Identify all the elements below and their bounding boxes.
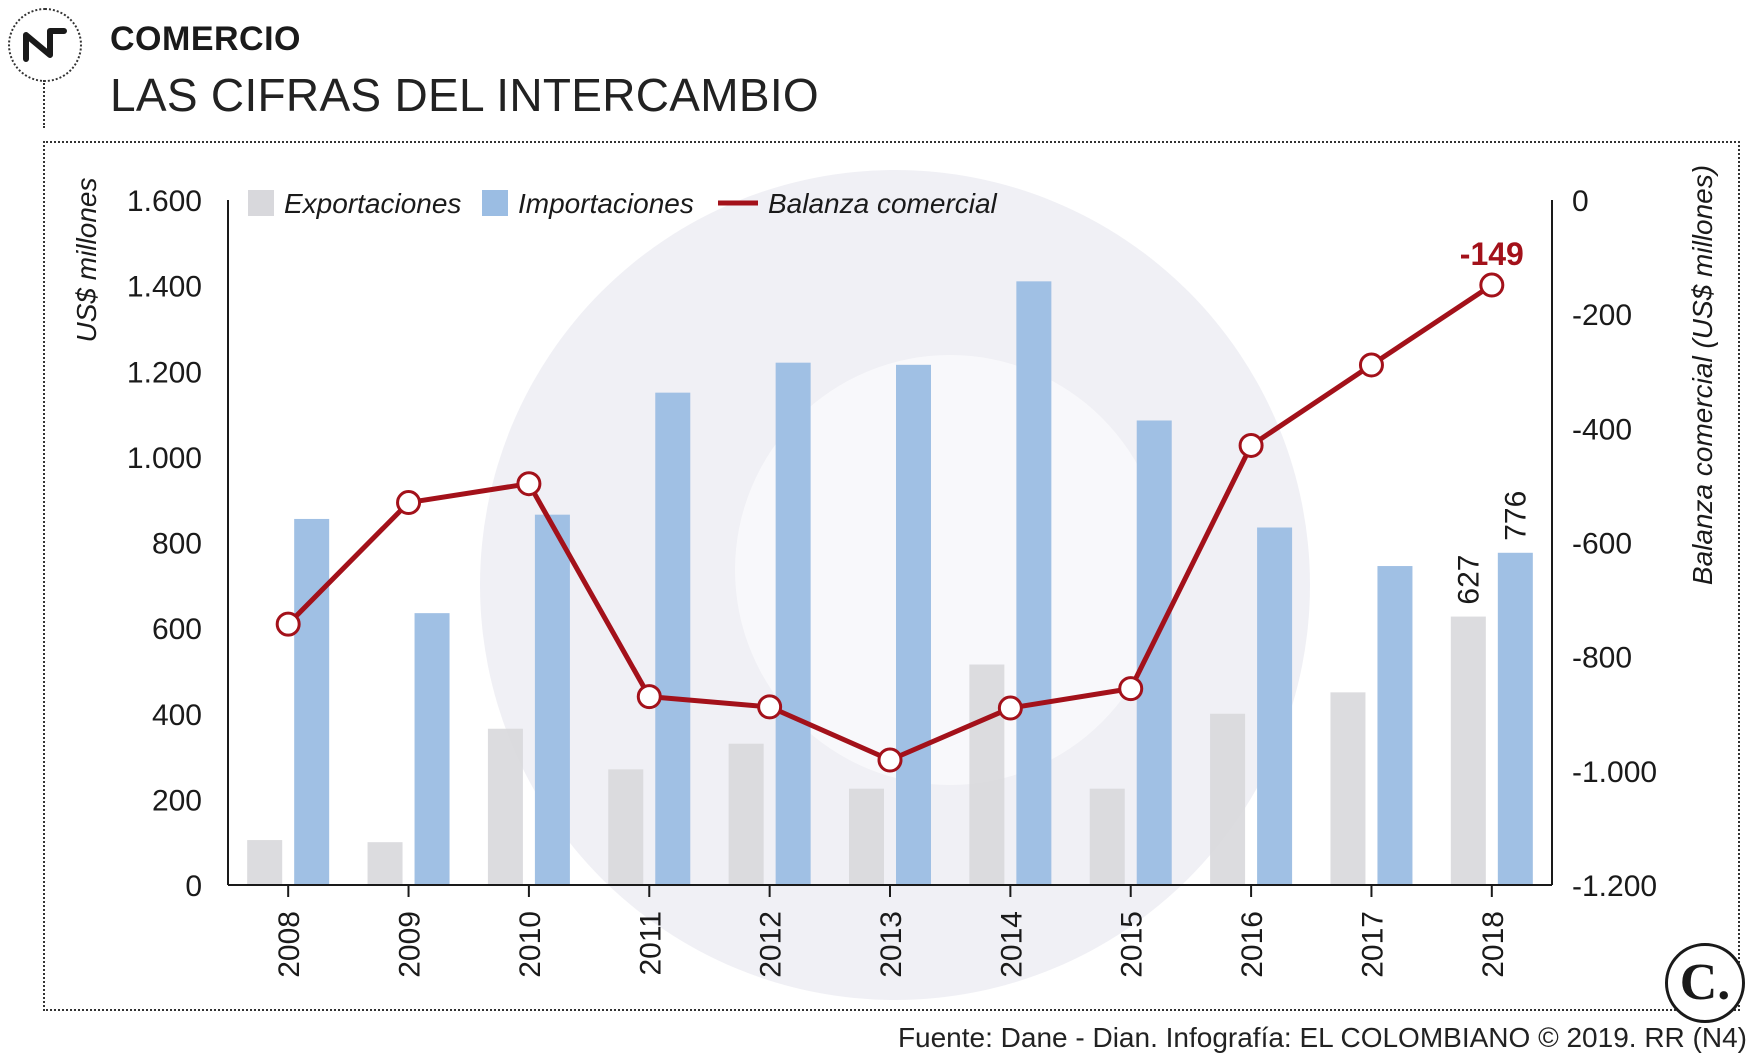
export-bar [487, 728, 523, 885]
import-bar [294, 518, 330, 885]
el-colombiano-logo-icon: C. [1665, 943, 1745, 1023]
x-tick-label: 2008 [273, 911, 306, 978]
y2-tick-label: -400 [1572, 413, 1632, 446]
balance-point [1118, 676, 1144, 702]
import-bar [775, 362, 811, 885]
y2-tick-label: -800 [1572, 642, 1632, 675]
x-tick-label: 2014 [995, 911, 1028, 978]
balance-point [1358, 352, 1384, 378]
export-bar [1089, 788, 1125, 885]
frame-connector [43, 80, 45, 128]
y-tick-label: 800 [152, 528, 202, 561]
balance-point [757, 694, 783, 720]
export-bar [1330, 692, 1366, 885]
y2-tick-label: -600 [1572, 528, 1632, 561]
import-bar [655, 392, 691, 885]
y-tick-label: 0 [185, 870, 202, 903]
import-bar [1377, 566, 1413, 885]
x-tick-label: 2009 [394, 911, 427, 978]
x-tick-label: 2010 [514, 911, 547, 978]
y-tick-label: 1.000 [127, 442, 202, 475]
balance-point [516, 471, 542, 497]
watermark-logo-icon [480, 170, 1310, 1000]
y2-tick-label: -1.200 [1572, 870, 1657, 903]
y-tick-label: 1.400 [127, 271, 202, 304]
y2-tick-label: 0 [1572, 185, 1589, 218]
export-bar [728, 743, 764, 885]
import-bar [534, 514, 570, 885]
import-value-label: 776 [1499, 491, 1532, 541]
import-bar [896, 364, 931, 885]
chart-frame [43, 141, 1740, 1011]
x-tick-label: 2018 [1477, 911, 1510, 978]
balance-point [1479, 272, 1505, 298]
legend-label-imports: Importaciones [518, 188, 694, 219]
legend-swatch-imports [482, 190, 508, 216]
source-note: Fuente: Dane - Dian. Infografía: EL COLO… [897, 1022, 1747, 1053]
y-tick-label: 200 [152, 784, 202, 817]
page-title: LAS CIFRAS DEL INTERCAMBIO [110, 69, 820, 121]
y-tick-label: 1.200 [127, 356, 202, 389]
import-bar [1016, 281, 1052, 885]
balance-point [1238, 432, 1264, 458]
balance-point [275, 611, 301, 637]
x-tick-label: 2012 [755, 911, 788, 978]
export-bar [1450, 616, 1486, 885]
export-value-label: 627 [1452, 555, 1485, 605]
export-bar [1210, 713, 1246, 885]
balance-point [877, 747, 903, 773]
balance-point [636, 684, 662, 710]
import-bar [1497, 552, 1533, 885]
x-tick-label: 2011 [634, 911, 667, 976]
legend-swatch-exports [248, 190, 274, 216]
export-bar [247, 840, 283, 885]
import-bar [1257, 527, 1293, 885]
section-label: COMERCIO [110, 20, 301, 58]
x-tick-label: 2015 [1116, 911, 1149, 978]
y2-tick-label: -200 [1572, 299, 1632, 332]
balance-point [997, 695, 1023, 721]
balance-value-label: -149 [1460, 236, 1524, 272]
export-bar [367, 842, 403, 885]
legend-label-exports: Exportaciones [284, 188, 461, 219]
y-tick-label: 1.600 [127, 185, 202, 218]
x-tick-label: 2016 [1236, 911, 1269, 978]
y-tick-label: 400 [152, 699, 202, 732]
x-tick-label: 2013 [875, 911, 908, 978]
legend-label-balance: Balanza comercial [768, 188, 998, 219]
import-bar [1136, 420, 1172, 885]
y2-tick-label: -1.000 [1572, 756, 1657, 789]
export-bar [969, 664, 1005, 885]
y2-axis-label: Balanza comercial (US$ millones) [1687, 165, 1718, 585]
balance-point [396, 490, 422, 516]
export-bar [608, 769, 644, 885]
y-tick-label: 600 [152, 613, 202, 646]
export-bar [849, 788, 884, 885]
import-bar [414, 613, 450, 885]
y-axis-label: US$ millones [71, 178, 102, 343]
trend-logo-icon [8, 8, 82, 82]
x-tick-label: 2017 [1356, 911, 1389, 978]
